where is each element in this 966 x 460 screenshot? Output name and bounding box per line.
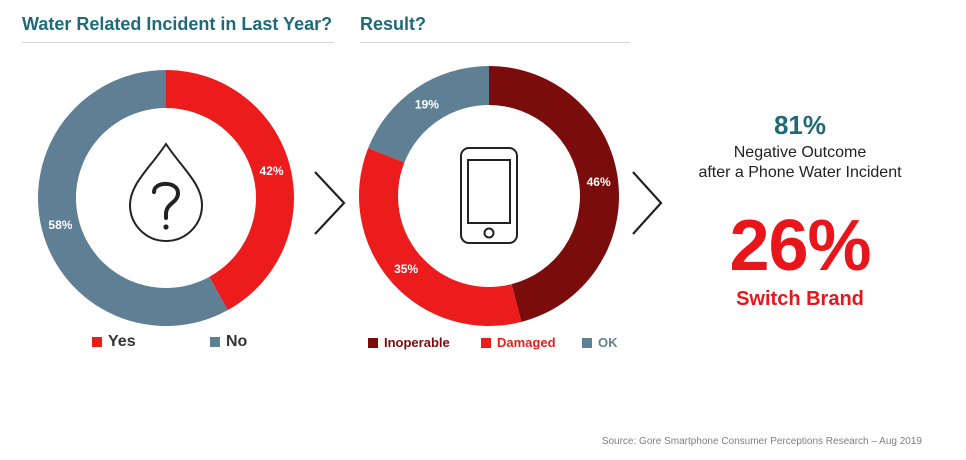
slice-ok [368, 66, 489, 163]
data-label-no: 58% [48, 218, 72, 232]
legend-label: OK [598, 335, 618, 350]
negative-outcome-line2: after a Phone Water Incident [698, 164, 902, 181]
switch-brand-label: Switch Brand [736, 288, 864, 310]
legend-swatch-damaged [481, 337, 491, 348]
data-label-ok: 19% [415, 98, 439, 112]
legend-inoperable: Inoperable [368, 335, 450, 350]
legend-damaged: Damaged [481, 335, 556, 350]
switch-brand-percent: 26% [729, 206, 871, 286]
donut-chart-incident: 42% 58% [38, 70, 295, 326]
slice-yes [166, 70, 295, 311]
legend-yes: Yes [92, 333, 136, 351]
legend-ok: OK [582, 335, 618, 350]
legend-label: No [226, 333, 248, 350]
slice-no [38, 70, 228, 326]
data-label-inoperable: 46% [587, 175, 611, 189]
source-note: Source: Gore Smartphone Consumer Percept… [601, 436, 922, 447]
legend-swatch-inoperable [368, 337, 378, 348]
legend-swatch-no [210, 337, 220, 347]
legend-no: No [210, 333, 247, 351]
chart1-title: Water Related Incident in Last Year? [22, 14, 334, 43]
legend-label: Damaged [497, 335, 556, 350]
donut-chart-result: 46% 35% 19% [359, 66, 619, 327]
negative-outcome-line1: Negative Outcome [733, 144, 867, 161]
chevron-right-icon [314, 171, 346, 235]
slice-inoperable [489, 66, 619, 322]
data-label-damaged: 35% [394, 262, 418, 276]
slice-damaged [359, 148, 522, 327]
negative-outcome-percent: 81% [773, 110, 827, 140]
legend-label: Inoperable [384, 335, 450, 350]
legend-swatch-ok [582, 337, 592, 348]
water-drop-question-icon [128, 142, 204, 242]
legend-swatch-yes [92, 337, 102, 347]
legend-label: Yes [108, 333, 136, 350]
smartphone-icon [460, 147, 518, 244]
data-label-yes: 42% [260, 164, 284, 178]
chevron-right-icon [632, 171, 663, 235]
chart2-title: Result? [360, 14, 630, 43]
